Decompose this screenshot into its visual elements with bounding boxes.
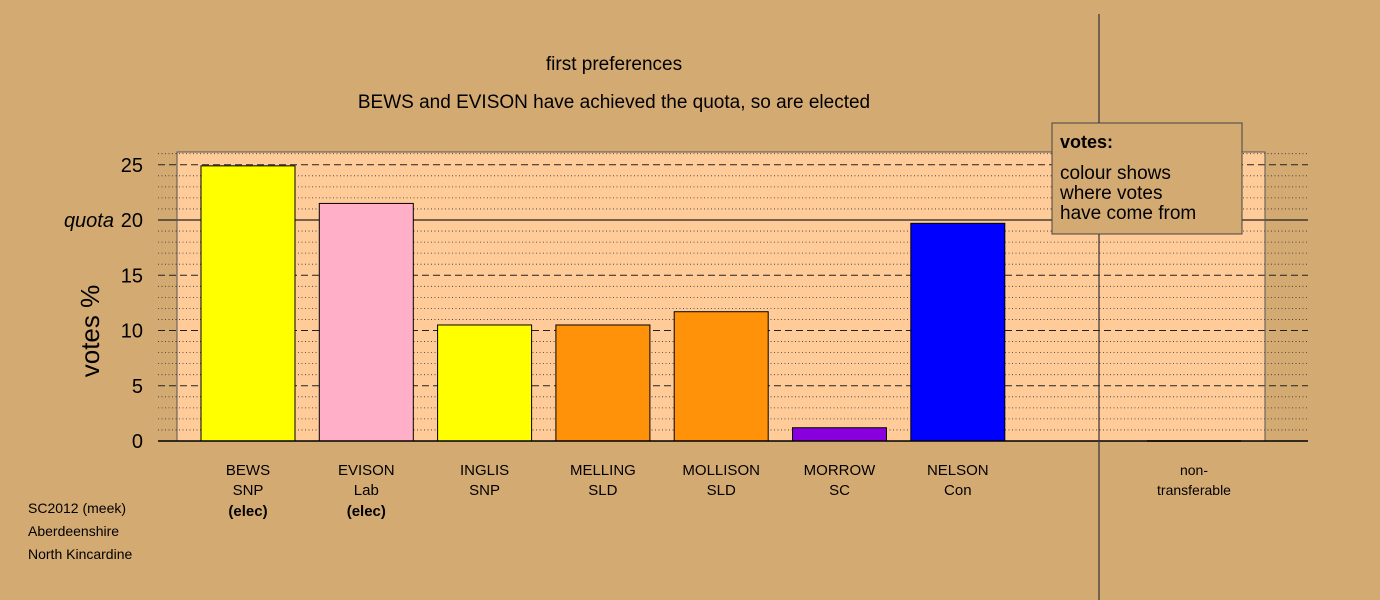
bar-morrow: [792, 427, 887, 442]
quota-label: quota: [64, 210, 114, 232]
bar-label-name: MOLLISON: [682, 462, 760, 479]
bar-label-party: SC: [829, 482, 850, 499]
y-tick-label: 0: [132, 431, 143, 453]
legend-line: where votes: [1059, 183, 1162, 204]
bar-melling: [555, 324, 651, 442]
footer-notes: SC2012 (meek) Aberdeenshire North Kincar…: [28, 497, 132, 566]
bar-label-status: (elec): [228, 503, 267, 520]
footer-line-ward: North Kincardine: [28, 546, 133, 562]
bar-label-name: INGLIS: [460, 462, 509, 479]
bar-label-party: Lab: [354, 482, 379, 499]
y-tick-label: 25: [121, 155, 143, 177]
y-tick-label: 15: [121, 265, 143, 287]
bar-label-name: MELLING: [570, 462, 636, 479]
legend-line: have come from: [1060, 203, 1196, 224]
bars: [200, 165, 1241, 442]
bar-nelson: [910, 222, 1006, 442]
y-tick-label: 10: [121, 321, 143, 343]
bar-label-name: NELSON: [927, 462, 989, 479]
legend-line: colour shows: [1060, 163, 1171, 184]
bar-bews: [200, 165, 296, 442]
axes: [158, 14, 1308, 600]
bar-label-party: SLD: [588, 482, 617, 499]
footer-line-election: SC2012 (meek): [28, 500, 127, 516]
nontransferable-label-2: transferable: [1157, 482, 1231, 498]
y-axis-title: votes %: [75, 285, 105, 378]
bar-label-party: SLD: [707, 482, 736, 499]
bar-label-name: MORROW: [804, 462, 876, 479]
bar-label-name: BEWS: [226, 462, 270, 479]
bar-label-status: (elec): [347, 503, 386, 520]
labels: BEWS SNP (elec) EVISON Lab (elec) INGLIS SNP MEL…: [64, 54, 1231, 520]
y-tick-label: 20: [121, 210, 143, 232]
y-tick-label: 5: [132, 376, 143, 398]
bar-label-party: SNP: [469, 482, 500, 499]
bar-evison: [318, 202, 414, 442]
nontransferable-label-1: non-: [1180, 462, 1208, 478]
legend-box: [1051, 122, 1243, 235]
bar-label-name: EVISON: [338, 462, 395, 479]
bar-label-party: SNP: [233, 482, 264, 499]
bar-inglis: [437, 324, 533, 442]
footer-line-council: Aberdeenshire: [28, 523, 120, 539]
legend-title: votes:: [1060, 132, 1113, 152]
bar-mollison: [673, 311, 769, 442]
chart-subtitle: BEWS and EVISON have achieved the quota,…: [358, 92, 870, 113]
bar-label-party: Con: [944, 482, 972, 499]
chart-title: first preferences: [546, 54, 682, 75]
